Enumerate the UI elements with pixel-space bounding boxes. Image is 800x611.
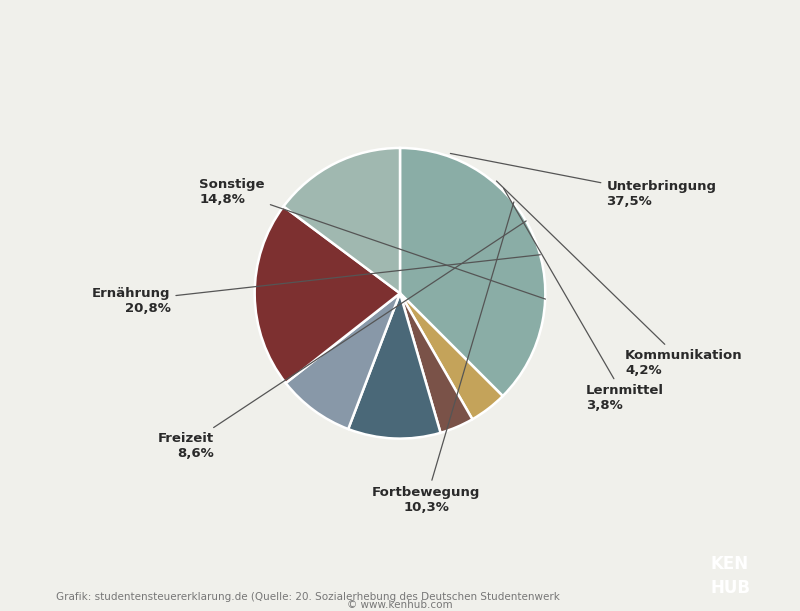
Text: © www.kenhub.com: © www.kenhub.com (347, 601, 453, 610)
Text: Unterbringung
37,5%: Unterbringung 37,5% (450, 153, 716, 208)
Wedge shape (254, 207, 400, 383)
Text: Grafik: studentensteuererklarung.de (Quelle: 20. Sozialerhebung des Deutschen St: Grafik: studentensteuererklarung.de (Que… (56, 592, 560, 602)
Text: Lernmittel
3,8%: Lernmittel 3,8% (504, 188, 664, 412)
Text: Sonstige
14,8%: Sonstige 14,8% (199, 178, 546, 299)
Text: Fortbewegung
10,3%: Fortbewegung 10,3% (372, 202, 514, 514)
Wedge shape (400, 148, 546, 396)
Text: Freizeit
8,6%: Freizeit 8,6% (158, 221, 526, 460)
Wedge shape (348, 293, 441, 439)
Wedge shape (400, 293, 472, 433)
Text: HUB: HUB (710, 579, 750, 597)
Text: Ernährung
20,8%: Ernährung 20,8% (92, 255, 540, 315)
Wedge shape (283, 148, 400, 293)
Wedge shape (400, 293, 502, 419)
Text: KEN: KEN (711, 555, 749, 573)
Text: Kommunikation
4,2%: Kommunikation 4,2% (497, 181, 743, 377)
Wedge shape (286, 293, 400, 429)
